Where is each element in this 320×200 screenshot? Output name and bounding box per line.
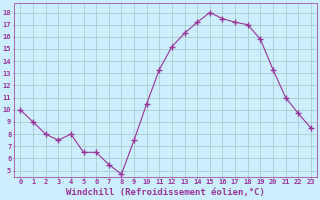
X-axis label: Windchill (Refroidissement éolien,°C): Windchill (Refroidissement éolien,°C): [66, 188, 265, 197]
